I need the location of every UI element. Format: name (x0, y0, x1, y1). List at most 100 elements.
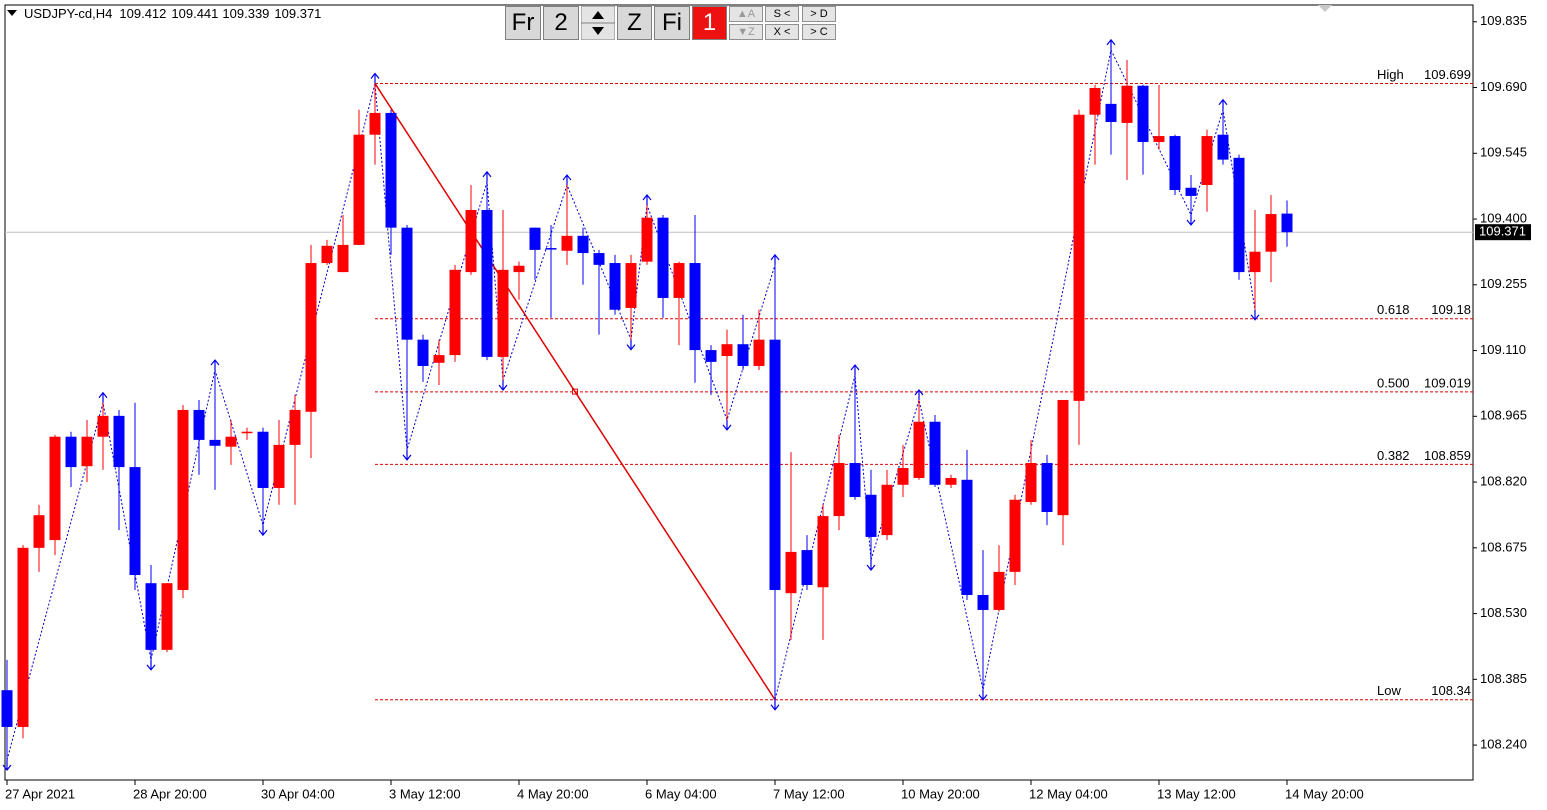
candle-body (1025, 463, 1037, 503)
spinner-icon[interactable] (580, 5, 616, 41)
pivot-arrow (98, 391, 108, 403)
candle (305, 244, 317, 459)
y-tick-label: 109.545 (1480, 145, 1527, 160)
fib-label: 0.382 (1377, 448, 1410, 463)
candle (385, 109, 397, 255)
candle (1265, 195, 1277, 283)
candle (673, 261, 685, 346)
candle (961, 449, 973, 600)
candle-body (561, 235, 573, 251)
pivot-arrow (866, 560, 876, 572)
candle-body (465, 209, 477, 273)
candle-body (801, 550, 813, 586)
candle (1041, 454, 1053, 526)
candle (513, 261, 525, 300)
candle (449, 264, 461, 362)
candle-body (177, 409, 189, 590)
candle (1105, 49, 1117, 155)
small-button[interactable]: > D (802, 6, 836, 22)
candle-body (753, 339, 765, 366)
candle (561, 185, 573, 265)
candle-body (625, 263, 637, 308)
candle (225, 419, 237, 465)
candle (1073, 109, 1085, 445)
high-value: 109.441 (171, 6, 218, 21)
y-tick-label: 109.110 (1480, 342, 1526, 357)
candle (1217, 109, 1229, 165)
candle (65, 431, 77, 488)
candle-body (129, 467, 141, 576)
candle-body (1105, 103, 1117, 122)
candle (913, 399, 925, 480)
candle (753, 309, 765, 371)
candle (801, 535, 813, 590)
candle-body (193, 409, 205, 440)
price-label-box (1475, 224, 1531, 241)
toolbar-button[interactable]: Z (617, 6, 652, 40)
candle (353, 109, 365, 245)
candle (545, 224, 557, 318)
x-tick-label: 30 Apr 04:00 (261, 786, 335, 801)
candle-body (65, 436, 77, 468)
symbol: USDJPY-cd,H4 (24, 6, 112, 21)
candle (177, 404, 189, 599)
candle (865, 469, 877, 561)
candle (321, 239, 333, 265)
candle-body (433, 355, 445, 363)
candle-body (897, 468, 909, 485)
x-tick-label: 13 May 12:00 (1157, 786, 1236, 801)
candle (897, 444, 909, 498)
small-button[interactable]: S < (765, 6, 799, 22)
menu-icon[interactable] (7, 10, 17, 16)
y-tick-label: 108.530 (1480, 605, 1527, 620)
candle-body (449, 269, 461, 356)
x-tick-label: 3 May 12:00 (389, 786, 461, 801)
toolbar-button[interactable]: Fi (654, 6, 690, 40)
candle (337, 214, 349, 273)
toolbar-button[interactable]: 2 (543, 6, 579, 40)
toolbar-button[interactable]: 1 (692, 6, 727, 40)
fib-midpoint (572, 388, 578, 395)
y-tick-label: 109.400 (1480, 210, 1527, 225)
small-button[interactable]: ▼Z (729, 24, 763, 40)
candle-body (417, 339, 429, 366)
candle-body (1073, 114, 1085, 401)
candle-body (1201, 136, 1213, 186)
candle (369, 83, 381, 165)
candle (1153, 84, 1165, 150)
candle (1025, 439, 1037, 505)
candle (769, 264, 781, 700)
y-tick-label: 108.675 (1480, 539, 1527, 554)
candle-body (721, 344, 733, 356)
pivot-arrow (850, 364, 860, 376)
candle-body (769, 339, 781, 590)
x-tick-label: 4 May 20:00 (517, 786, 589, 801)
y-tick-label: 109.255 (1480, 276, 1527, 291)
small-button[interactable]: X < (765, 24, 799, 40)
candle (785, 452, 797, 640)
pivot-arrow (722, 419, 732, 431)
candle (929, 414, 941, 488)
candle (817, 504, 829, 640)
candle-body (913, 421, 925, 478)
pivot-arrow (1106, 38, 1116, 50)
candle-body (513, 265, 525, 273)
candle-body (945, 477, 957, 485)
candle (129, 402, 141, 590)
candle (1, 659, 13, 761)
candle-body (881, 484, 893, 536)
small-button[interactable]: ▲A (729, 6, 763, 22)
pivot-arrow (402, 449, 412, 461)
x-tick-label: 27 Apr 2021 (5, 786, 75, 801)
candle (1089, 84, 1101, 165)
toolbar-button[interactable]: Fr (505, 6, 541, 40)
pivot-arrow (1250, 309, 1260, 321)
small-button[interactable]: > C (802, 24, 836, 40)
candle-body (545, 248, 557, 250)
pivot-arrow (370, 72, 380, 84)
fib-value: 109.699 (1424, 67, 1471, 82)
fib-label: 0.500 (1377, 375, 1410, 390)
candle (417, 334, 429, 382)
fib-value: 109.18 (1431, 302, 1471, 317)
candle (81, 419, 93, 483)
